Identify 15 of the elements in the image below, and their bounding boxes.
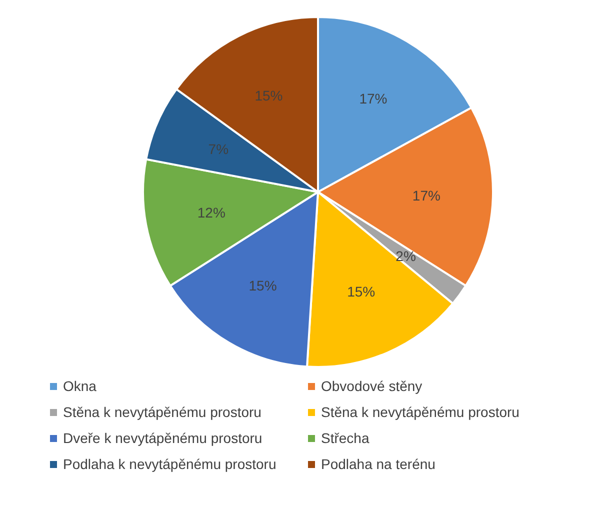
legend-label: Střecha	[321, 430, 370, 446]
data-label: 7%	[208, 140, 229, 157]
data-label: 17%	[359, 90, 388, 107]
data-label: 15%	[347, 284, 376, 300]
data-label: 17%	[412, 187, 440, 204]
data-label: 15%	[254, 87, 283, 104]
legend-label: Dveře k nevytápěnému prostoru	[63, 430, 262, 446]
legend-label: Okna	[63, 378, 96, 394]
legend-label: Obvodové stěny	[321, 378, 422, 394]
data-label: 12%	[197, 204, 226, 220]
legend-label: Stěna k nevytápěnému prostoru	[321, 404, 520, 420]
data-label: 15%	[248, 277, 277, 294]
legend-label: Stěna k nevytápěnému prostoru	[63, 404, 262, 420]
legend-label: Podlaha na terénu	[321, 456, 436, 472]
legend-label: Podlaha k nevytápěnému prostoru	[63, 456, 276, 472]
